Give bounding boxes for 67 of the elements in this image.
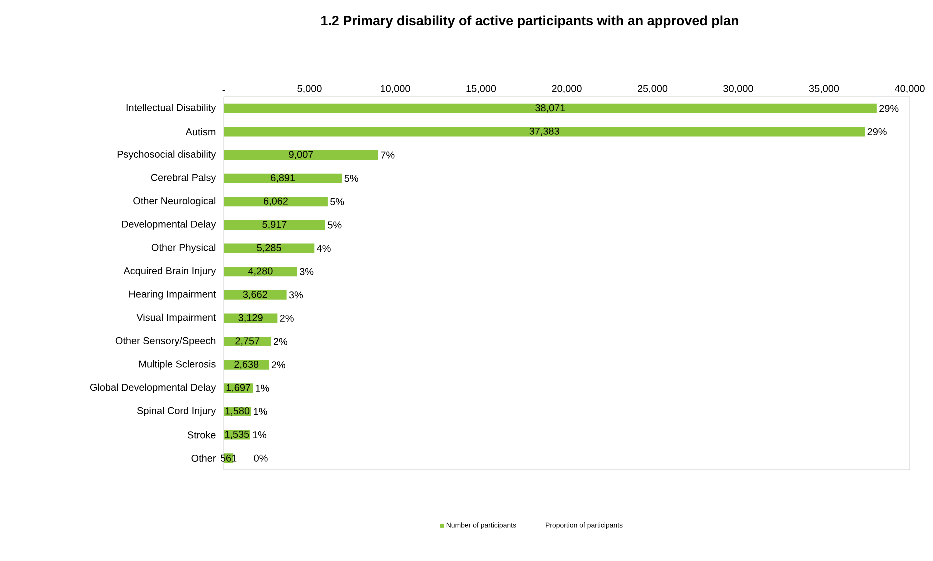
y-tick-label: Other Sensory/Speech xyxy=(116,337,216,346)
annotation: 2% xyxy=(272,362,286,369)
data-label: 1,697 xyxy=(226,384,251,393)
data-label: 37,383 xyxy=(530,128,560,136)
x-tick-label: 10,000 xyxy=(381,85,410,94)
annotation: 2% xyxy=(274,338,288,346)
data-label: 9,007 xyxy=(289,151,314,160)
bar xyxy=(224,104,877,114)
bar xyxy=(224,290,287,300)
annotation: 1% xyxy=(253,432,267,439)
data-label: 1,535 xyxy=(225,430,250,440)
data-label: 6,891 xyxy=(271,174,296,183)
annotation: 3% xyxy=(300,268,314,276)
bar xyxy=(224,337,272,347)
data-label: 5,917 xyxy=(262,221,287,230)
y-tick-label: Other Physical xyxy=(152,244,216,254)
bar xyxy=(224,267,298,277)
x-tick-label: - xyxy=(222,90,226,92)
annotation: 1% xyxy=(254,408,268,416)
data-label: 6,062 xyxy=(264,198,288,206)
y-tick-label: Global Developmental Delay xyxy=(90,384,216,394)
annotation: 4% xyxy=(317,245,331,252)
y-tick-label: Autism xyxy=(186,128,216,136)
data-label: 38,071 xyxy=(536,104,566,113)
y-tick-label: Hearing Impairment xyxy=(130,290,216,300)
x-tick-label: 20,000 xyxy=(552,85,582,94)
annotation: 0% xyxy=(254,454,268,462)
y-tick-label: Spinal Cord Injury xyxy=(137,407,216,416)
annotation: 3% xyxy=(289,292,304,299)
y-tick-label: Other xyxy=(192,454,216,462)
chart-title: 1.2 Primary disability of active participants with an approved plan xyxy=(322,16,738,28)
y-tick-label: Developmental Delay xyxy=(122,220,216,230)
bar xyxy=(224,197,328,207)
annotation: 29% xyxy=(880,105,899,112)
y-tick-label: Intellectual Disability xyxy=(126,104,216,114)
x-tick-label: 40,000 xyxy=(895,85,925,94)
data-label: 1,580 xyxy=(226,408,250,416)
y-tick-label: Acquired Brain Injury xyxy=(124,267,216,276)
annotation: 5% xyxy=(330,198,344,206)
bar xyxy=(224,244,315,254)
x-tick-label: 30,000 xyxy=(724,85,754,94)
annotation: 2% xyxy=(280,314,294,322)
y-tick-label: Psychosocial disability xyxy=(118,150,216,160)
annotation: 5% xyxy=(328,222,342,229)
y-tick-label: Stroke xyxy=(188,431,216,439)
bar xyxy=(224,127,866,137)
x-tick-label: 5,000 xyxy=(298,85,322,94)
bar xyxy=(224,150,378,160)
bar xyxy=(224,220,326,230)
x-tick-label: 25,000 xyxy=(638,85,668,94)
data-label: 3,662 xyxy=(243,291,268,300)
data-label: 4,280 xyxy=(248,268,273,276)
x-tick-label: 35,000 xyxy=(809,85,840,94)
data-label: 5,285 xyxy=(257,244,282,253)
bar xyxy=(224,174,342,184)
annotation: 5% xyxy=(344,175,358,182)
y-tick-label: Visual Impairment xyxy=(136,314,216,324)
y-tick-label: Multiple Sclerosis xyxy=(140,360,216,370)
y-tick-label: Other Neurological xyxy=(134,197,216,207)
x-tick-label: 15,000 xyxy=(466,85,496,94)
data-label: 2,757 xyxy=(236,338,260,346)
data-label: 3,129 xyxy=(238,314,263,323)
annotation: 1% xyxy=(256,384,270,392)
data-label: 2,638 xyxy=(234,360,259,370)
annotation: 29% xyxy=(868,128,887,136)
annotation: 7% xyxy=(381,152,395,159)
y-tick-label: Cerebral Palsy xyxy=(151,174,216,184)
